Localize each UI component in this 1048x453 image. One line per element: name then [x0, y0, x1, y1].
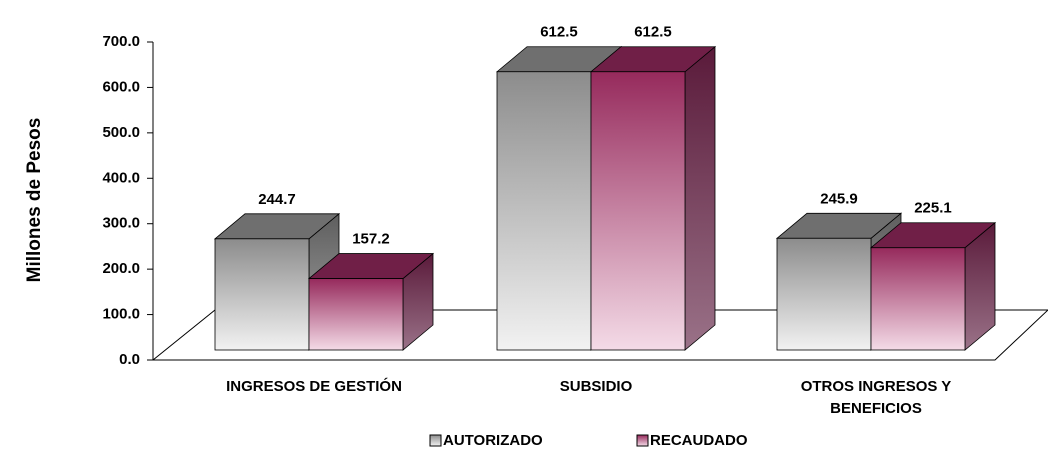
legend-label: RECAUDADO [650, 432, 748, 449]
x-tick-label: OTROS INGRESOS Y BENEFICIOS [800, 378, 952, 417]
floor [151, 309, 1048, 361]
x-tick-label: INGRESOS DE GESTIÓN [226, 378, 402, 395]
data-label: 612.5 [634, 24, 672, 41]
bar [589, 45, 717, 351]
bar-front [870, 247, 966, 351]
data-label: 612.5 [540, 24, 578, 41]
bar-front [496, 71, 592, 351]
y-tick-label: 300.0 [102, 215, 140, 232]
x-tick-label-box: INGRESOS DE GESTIÓN [226, 378, 402, 395]
data-label: 245.9 [820, 190, 858, 207]
bar [869, 221, 997, 351]
bar-front [590, 71, 686, 351]
data-label: 225.1 [914, 200, 952, 217]
x-tick-label-box: OTROS INGRESOS Y BENEFICIOS [800, 378, 952, 417]
bar-side [684, 45, 716, 351]
y-axis-label: Millones de Pesos [24, 118, 45, 283]
y-tick-label: 0.0 [119, 351, 140, 368]
y-tick-label: 500.0 [102, 124, 140, 141]
data-label: 157.2 [352, 231, 390, 248]
y-tick-label: 600.0 [102, 78, 140, 95]
bar-front [214, 238, 310, 351]
y-tick-label: 100.0 [102, 306, 140, 323]
x-tick-label: SUBSIDIO [559, 378, 633, 395]
x-tick-label-box: SUBSIDIO [559, 378, 633, 395]
y-tick-label: 200.0 [102, 260, 140, 277]
legend-swatch [429, 434, 442, 447]
data-label: 244.7 [258, 191, 296, 208]
legend-label: AUTORIZADO [443, 432, 543, 449]
bar-front [308, 278, 404, 351]
bar-front [776, 237, 872, 351]
legend-swatch [636, 434, 649, 447]
y-tick-label: 700.0 [102, 33, 140, 50]
bar [307, 252, 435, 351]
y-tick-label: 400.0 [102, 169, 140, 186]
